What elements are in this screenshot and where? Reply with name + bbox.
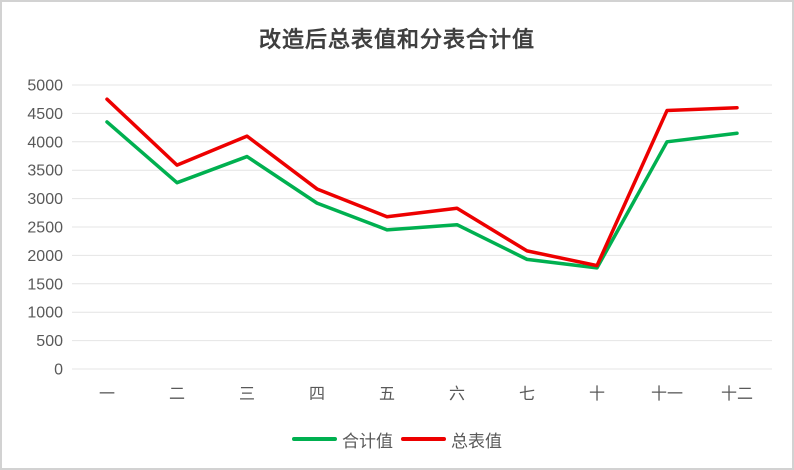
x-axis-tick-label: 六 xyxy=(449,385,465,403)
chart-title: 改造后总表值和分表合计值 xyxy=(258,27,535,52)
line-chart-plot-area: 0 500 1000 1500 2000 2500 3000 3500 4000 4500 5000… xyxy=(27,78,772,403)
y-axis-tick-label: 3000 xyxy=(27,191,63,208)
y-axis-tick-label: 4000 xyxy=(27,134,63,151)
x-axis-tick-label: 三 xyxy=(239,386,255,403)
legend-label-subtotal-sum: 合计值 xyxy=(342,431,393,451)
x-axis-tick-label: 十 xyxy=(589,385,605,403)
x-axis-tick-label: 五 xyxy=(379,386,395,403)
series-main-meter-line xyxy=(105,97,739,268)
y-axis-tick-label: 0 xyxy=(54,362,63,379)
x-axis-tick-label: 四 xyxy=(309,386,325,403)
y-axis-tick-label: 1000 xyxy=(27,305,63,322)
y-axis-tick-label: 3500 xyxy=(27,163,63,180)
x-axis-tick-label: 一 xyxy=(99,386,115,403)
x-axis-tick-label: 七 xyxy=(519,385,535,403)
x-axis-tick-label: 二 xyxy=(169,386,185,403)
y-axis-tick-label: 4500 xyxy=(27,106,63,123)
legend-label-main-meter: 总表值 xyxy=(451,431,502,451)
y-axis-tick-label: 2000 xyxy=(27,248,63,265)
y-axis-tick-label: 500 xyxy=(36,333,63,350)
legend-line-swatch-green xyxy=(292,436,337,442)
x-axis-tick-label: 十一 xyxy=(651,385,683,403)
x-axis-tick-label: 十二 xyxy=(721,385,753,403)
chart-legend: 合计值 总表值 xyxy=(2,427,792,452)
y-axis-tick-label: 2500 xyxy=(27,220,63,237)
legend-item-subtotal-sum: 合计值 xyxy=(292,427,393,452)
legend-item-main-meter: 总表值 xyxy=(401,427,502,452)
legend-line-swatch-red xyxy=(401,436,446,442)
y-axis-tick-label: 1500 xyxy=(27,276,63,293)
y-axis-tick-label: 5000 xyxy=(27,78,63,95)
series-subtotal-sum-line xyxy=(105,120,739,270)
